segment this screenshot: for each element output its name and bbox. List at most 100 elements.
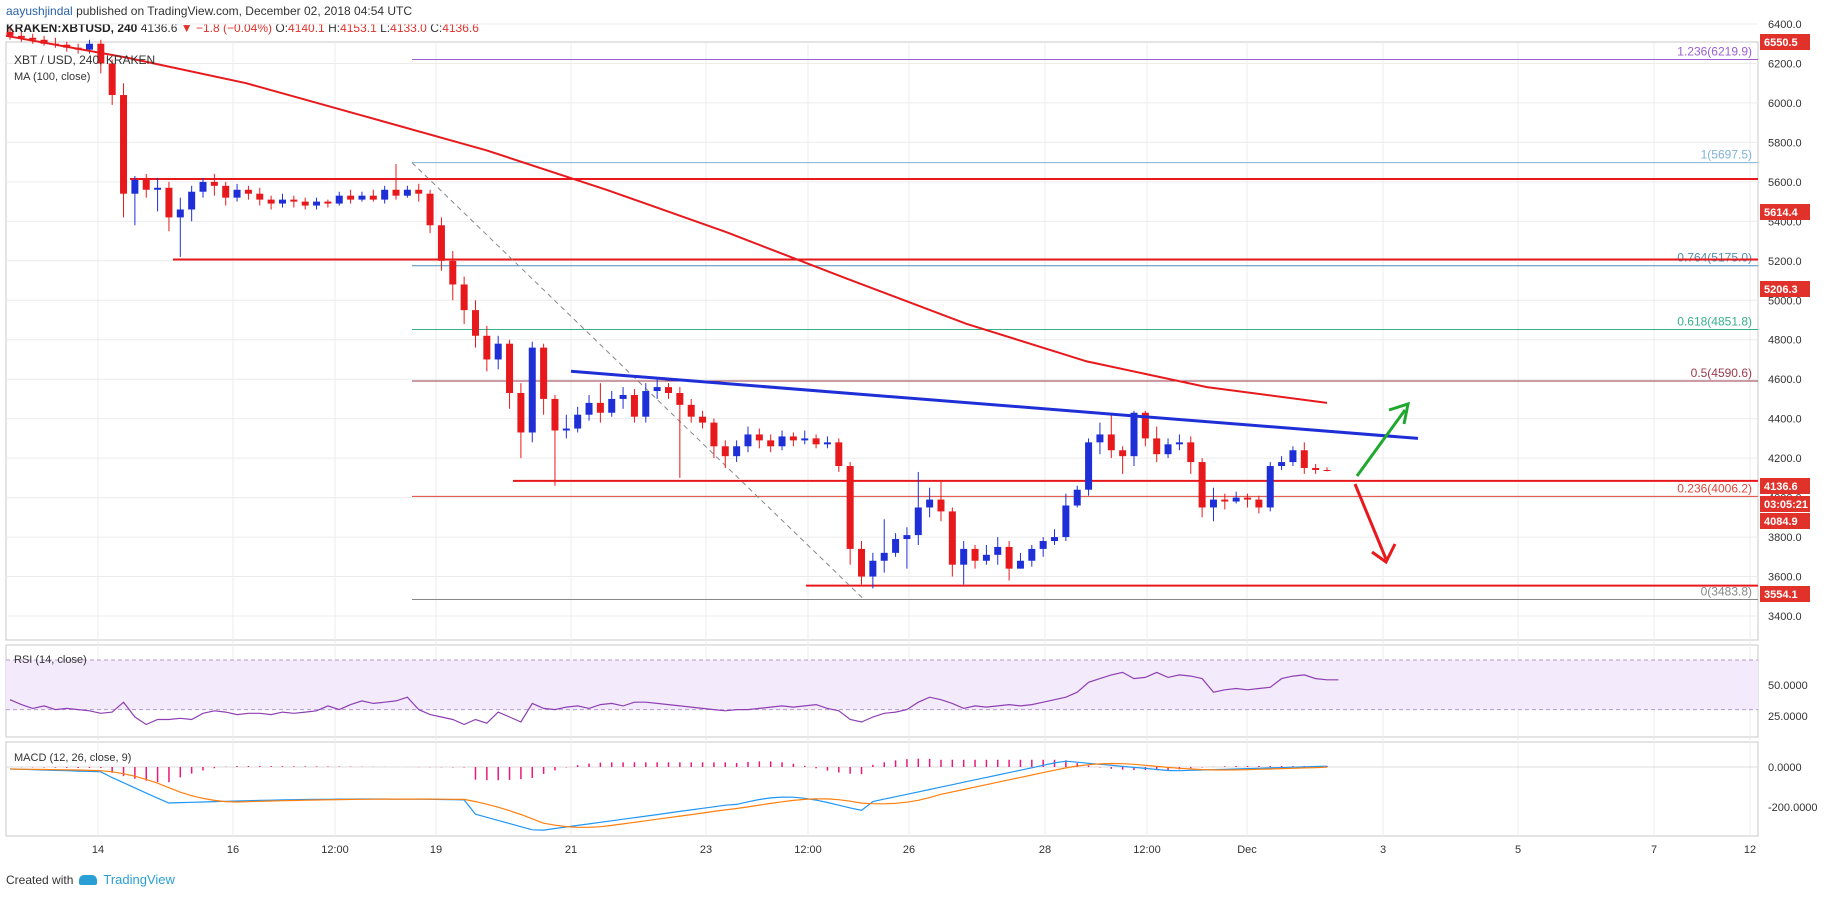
rsi-band (6, 660, 1758, 710)
y-tick-label: 4600.0 (1768, 374, 1802, 386)
price-badge (1760, 513, 1810, 529)
candle-body (676, 393, 684, 405)
candle-body (1198, 462, 1206, 508)
candle-body (1278, 462, 1286, 467)
candle-body (437, 225, 445, 261)
x-tick-label: 19 (430, 844, 442, 856)
fib-level-label: 0(3483.8) (1701, 584, 1752, 598)
x-tick-label: 12:00 (794, 844, 822, 856)
main-pane: 1.236(6219.9) 1(5697.5) 0.764(5175.0) 0.618… (5, 27, 1758, 600)
candle-body (903, 535, 911, 540)
candle-body (721, 446, 729, 457)
fib-level-label: 0.618(4851.8) (1677, 315, 1752, 329)
price-badge-label: 5614.4 (1764, 207, 1799, 219)
candle-body (1312, 468, 1320, 470)
y-tick-label: 5200.0 (1768, 256, 1802, 268)
macd-pane-border (5, 741, 1759, 837)
x-tick-label: 12:00 (321, 844, 349, 856)
x-tick-label: 26 (903, 844, 915, 856)
candle-body (278, 199, 286, 204)
candle-body (1221, 499, 1229, 502)
candle-body (1028, 548, 1036, 561)
candle-body (960, 548, 968, 565)
price-badge (1760, 281, 1810, 297)
candle-body (574, 414, 582, 429)
candle-body (1323, 469, 1331, 471)
low-label: L: (380, 21, 391, 35)
candle-body (858, 548, 866, 577)
macd-y-tick: -200.0000 (1768, 802, 1818, 814)
fib-level-label: 1(5697.5) (1701, 148, 1752, 162)
candle-body (17, 35, 25, 38)
rsi-y-tick: 25.0000 (1768, 711, 1808, 723)
candle-body (449, 260, 457, 285)
candle-body (835, 442, 843, 467)
x-tick-label: 7 (1651, 844, 1657, 856)
y-tick-label: 4800.0 (1768, 335, 1802, 347)
candle-body (506, 343, 514, 394)
candle-body (188, 191, 196, 210)
candle-body (335, 195, 343, 204)
x-tick-label: 16 (227, 844, 239, 856)
candle-body (1187, 442, 1195, 463)
candle-body (801, 438, 809, 441)
ma-100-line (5, 34, 1328, 404)
main-pane-border (5, 41, 1759, 641)
x-tick-label: 21 (565, 844, 577, 856)
candle-body (1062, 505, 1070, 538)
candle-body (1005, 546, 1013, 569)
candle-body (767, 440, 775, 447)
candle-body (585, 402, 593, 415)
candle-body (540, 347, 548, 399)
candle-body (6, 31, 14, 36)
fib-level-label: 0.5(4590.6) (1691, 366, 1752, 380)
price-badge (1760, 478, 1810, 494)
candle-body (165, 187, 173, 218)
candle-body (517, 393, 525, 433)
rsi-y-tick: 50.0000 (1768, 680, 1808, 692)
candle-body (347, 195, 355, 200)
candle-body (994, 546, 1002, 555)
candle-body (426, 193, 434, 226)
candle-body (778, 436, 786, 447)
candle-body (1289, 450, 1297, 463)
candle-body (1016, 560, 1024, 569)
candle-body (1073, 489, 1081, 506)
candle-body (1039, 541, 1047, 549)
y-tick-label: 5000.0 (1768, 295, 1802, 307)
x-tick-label: 12:00 (1133, 844, 1161, 856)
candle-body (483, 335, 491, 360)
candle-body (971, 548, 979, 561)
price-badge (1760, 586, 1810, 602)
y-tick-label: 4200.0 (1768, 453, 1802, 465)
author-link[interactable]: aayushjindal (6, 4, 73, 18)
macd-y-tick: 0.0000 (1768, 762, 1802, 774)
candle-body (324, 201, 332, 204)
candle-body (301, 201, 309, 206)
candle-body (210, 181, 218, 186)
macd-signal-line (9, 762, 1328, 828)
price-badge (1760, 204, 1810, 220)
candle-body (267, 199, 275, 204)
candle-body (1130, 412, 1138, 457)
candle-body (562, 428, 570, 431)
candle-body (823, 442, 831, 445)
price-badge-label: 5206.3 (1764, 284, 1798, 296)
candle-body (892, 539, 900, 553)
fib-guide-line (411, 162, 865, 600)
x-tick-label: 5 (1515, 844, 1521, 856)
fib-level-label: 1.236(6219.9) (1677, 45, 1752, 59)
x-tick-label: 12 (1744, 844, 1756, 856)
candle-body (982, 554, 990, 561)
candle-body (619, 394, 627, 399)
candle-body (528, 347, 536, 433)
tradingview-brand[interactable]: TradingView (103, 872, 175, 887)
candle-body (1232, 497, 1240, 502)
candle-body (290, 199, 298, 202)
candle-body (1255, 499, 1263, 508)
publish-info: published on TradingView.com, December 0… (76, 4, 413, 18)
y-tick-label: 3400.0 (1768, 611, 1802, 623)
y-tick-label: 6400.0 (1768, 19, 1802, 31)
candle-body (937, 499, 945, 512)
